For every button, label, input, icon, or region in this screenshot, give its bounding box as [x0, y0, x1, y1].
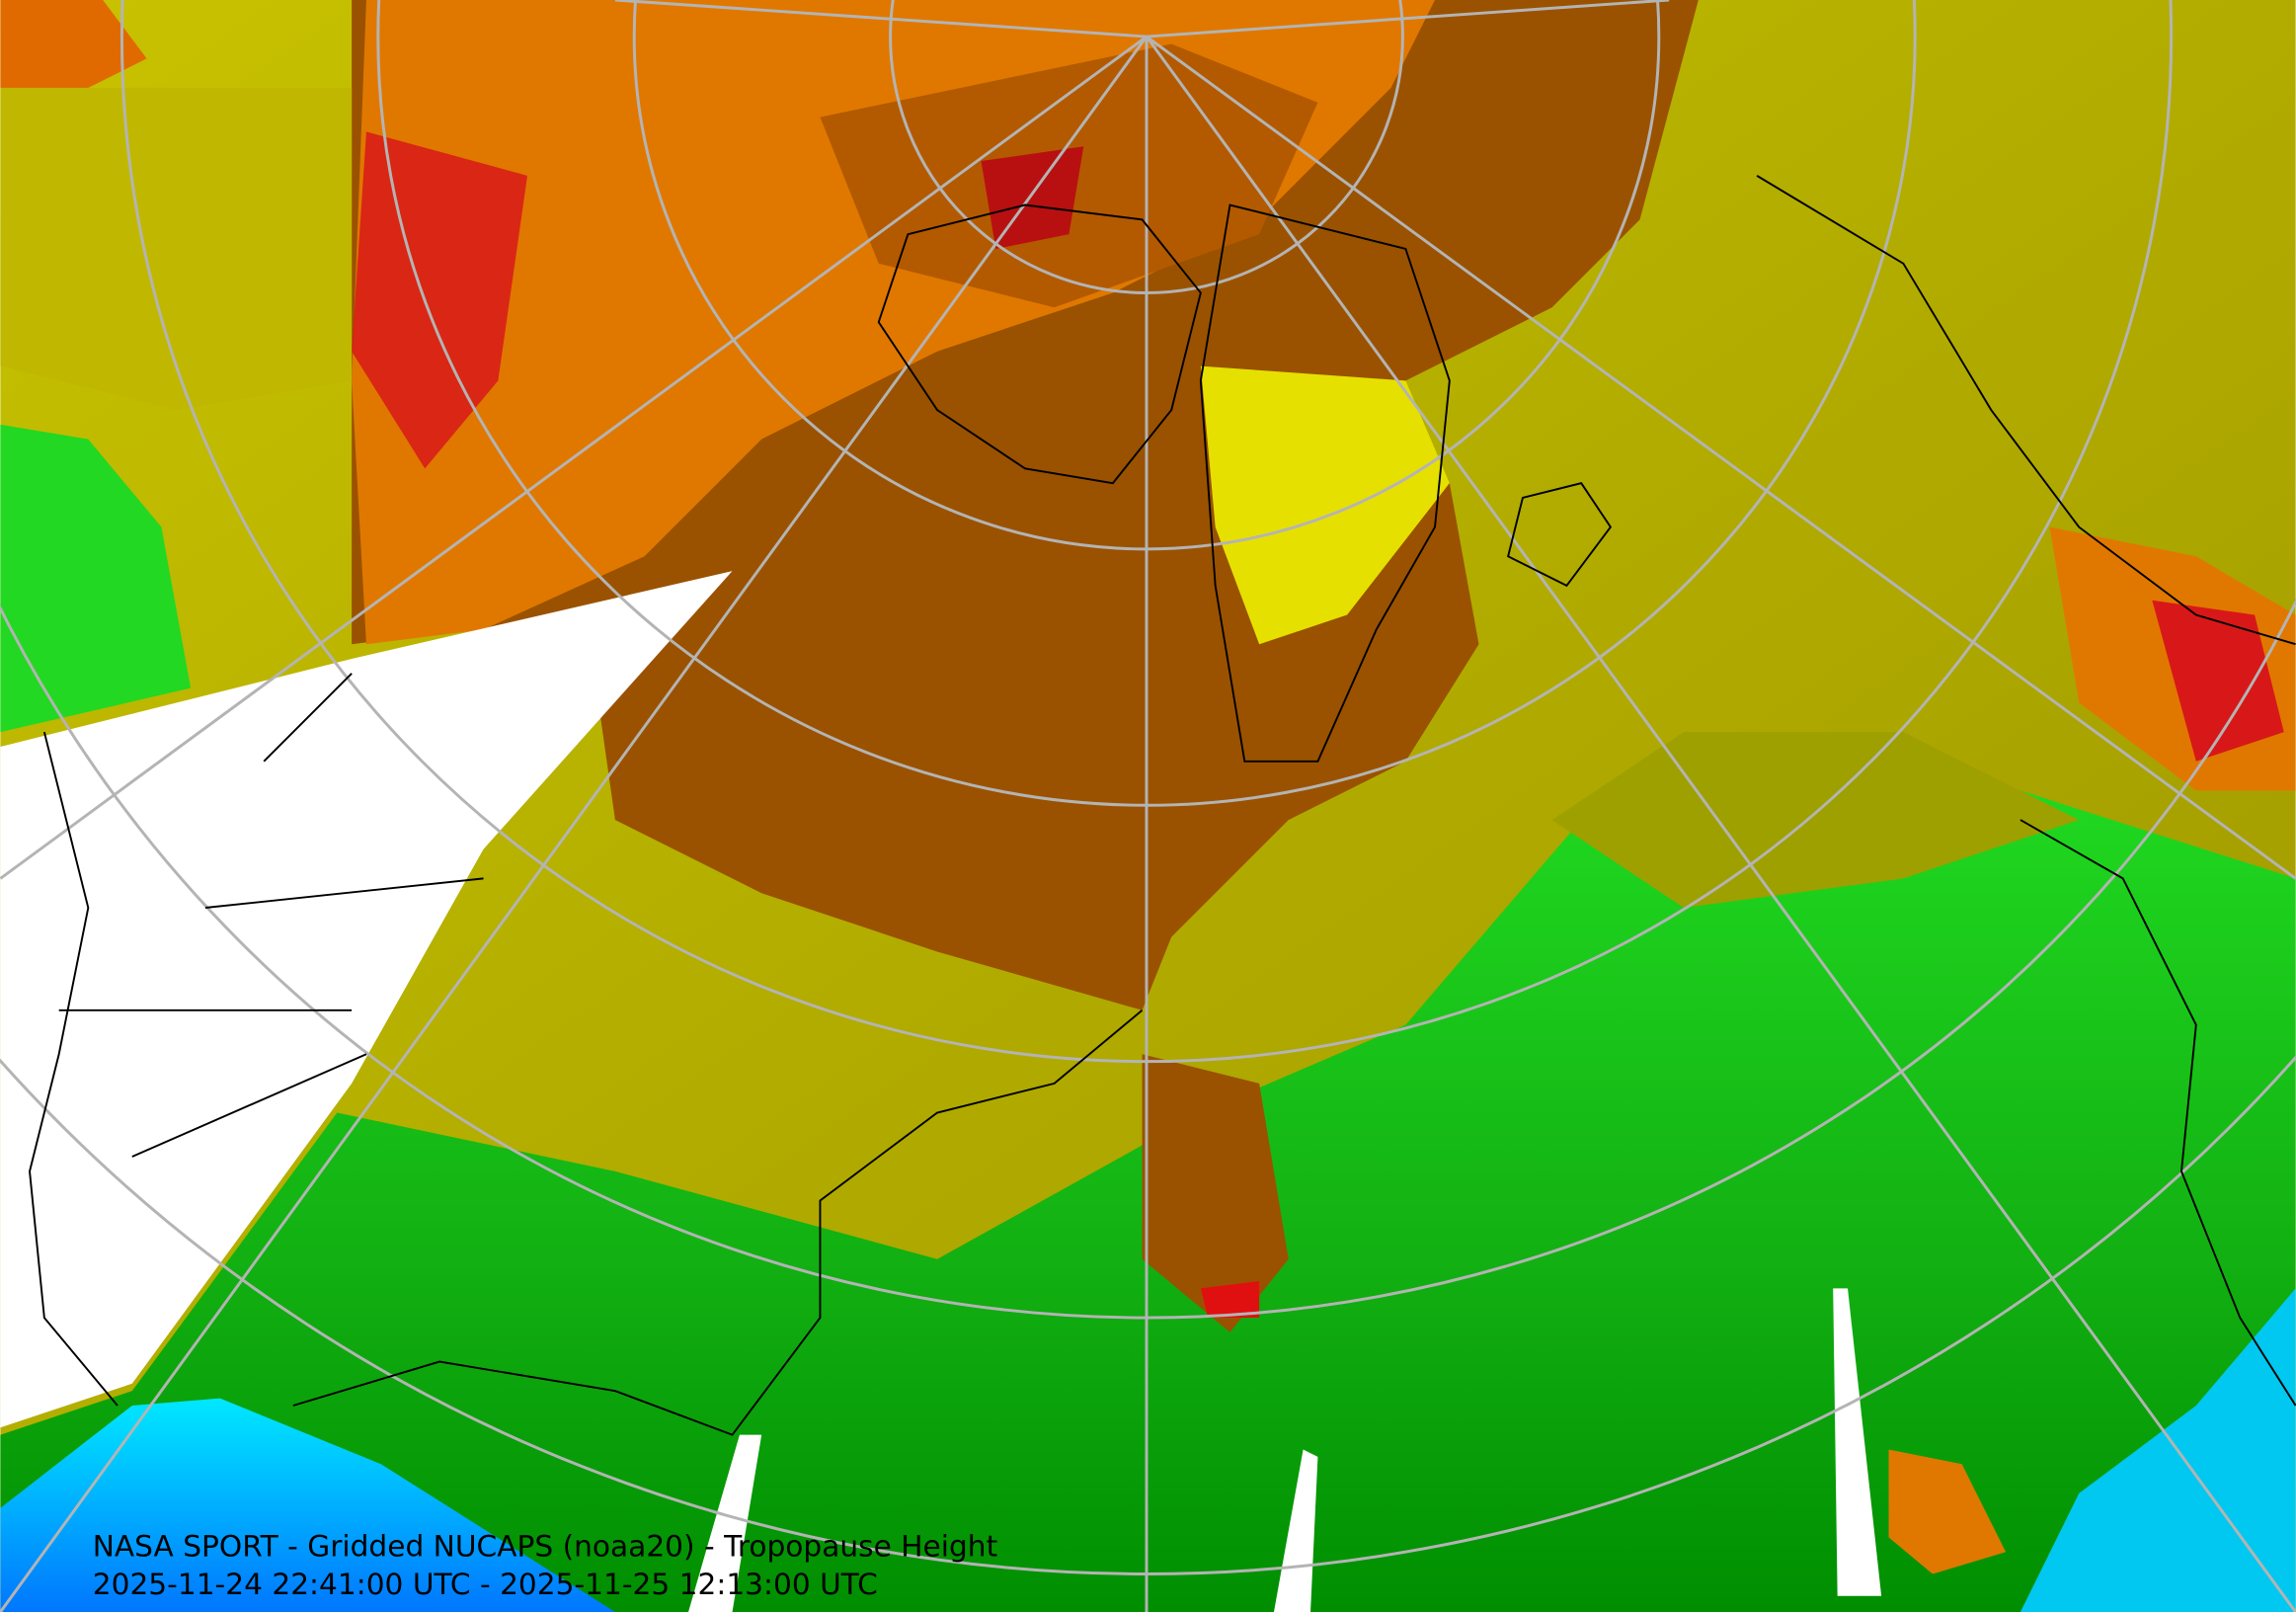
meridian: [614, 0, 1148, 39]
coastline: [292, 1009, 1144, 1436]
coastline: [877, 203, 1202, 485]
olive-band: [1551, 732, 2080, 909]
coastline: [1199, 203, 1451, 763]
map-time-range: 2025-11-24 22:41:00 UTC - 2025-11-25 12:…: [93, 1567, 878, 1601]
cyan-southwest: [0, 1398, 615, 1612]
no-data-sliver-1: [1833, 1288, 1882, 1596]
coastlines: [29, 175, 2296, 1436]
olive-northwest: [0, 87, 353, 411]
green-region-west: [0, 424, 192, 733]
no-data-wedge: [0, 571, 733, 1428]
orange-southeast: [1888, 1449, 2007, 1574]
meridian: [0, 35, 1148, 880]
cyan-southeast: [2019, 1288, 2296, 1612]
yellow-blob-1: [1200, 365, 1450, 645]
meridian: [1146, 0, 1670, 39]
brown-patch-south: [1142, 1054, 1289, 1332]
red-patch-south: [1200, 1281, 1260, 1319]
meridian: [1145, 36, 2296, 1612]
no-data-sliver-2: [1273, 1449, 1318, 1612]
red-patch-2: [981, 146, 1084, 249]
coastline: [2019, 819, 2296, 1407]
coastline: [1756, 175, 2296, 646]
coastline: [29, 731, 119, 1407]
map-title: NASA SPORT - Gridded NUCAPS (noaa20) - T…: [93, 1529, 997, 1564]
meridian: [1146, 35, 2296, 880]
red-east: [2152, 600, 2284, 762]
coastline: [1507, 482, 1613, 588]
no-data-sliver-3: [688, 1434, 762, 1612]
meridian: [0, 36, 1148, 1612]
red-patch-1: [352, 131, 528, 469]
orange-corner: [0, 0, 147, 103]
state-border: [58, 673, 484, 1158]
